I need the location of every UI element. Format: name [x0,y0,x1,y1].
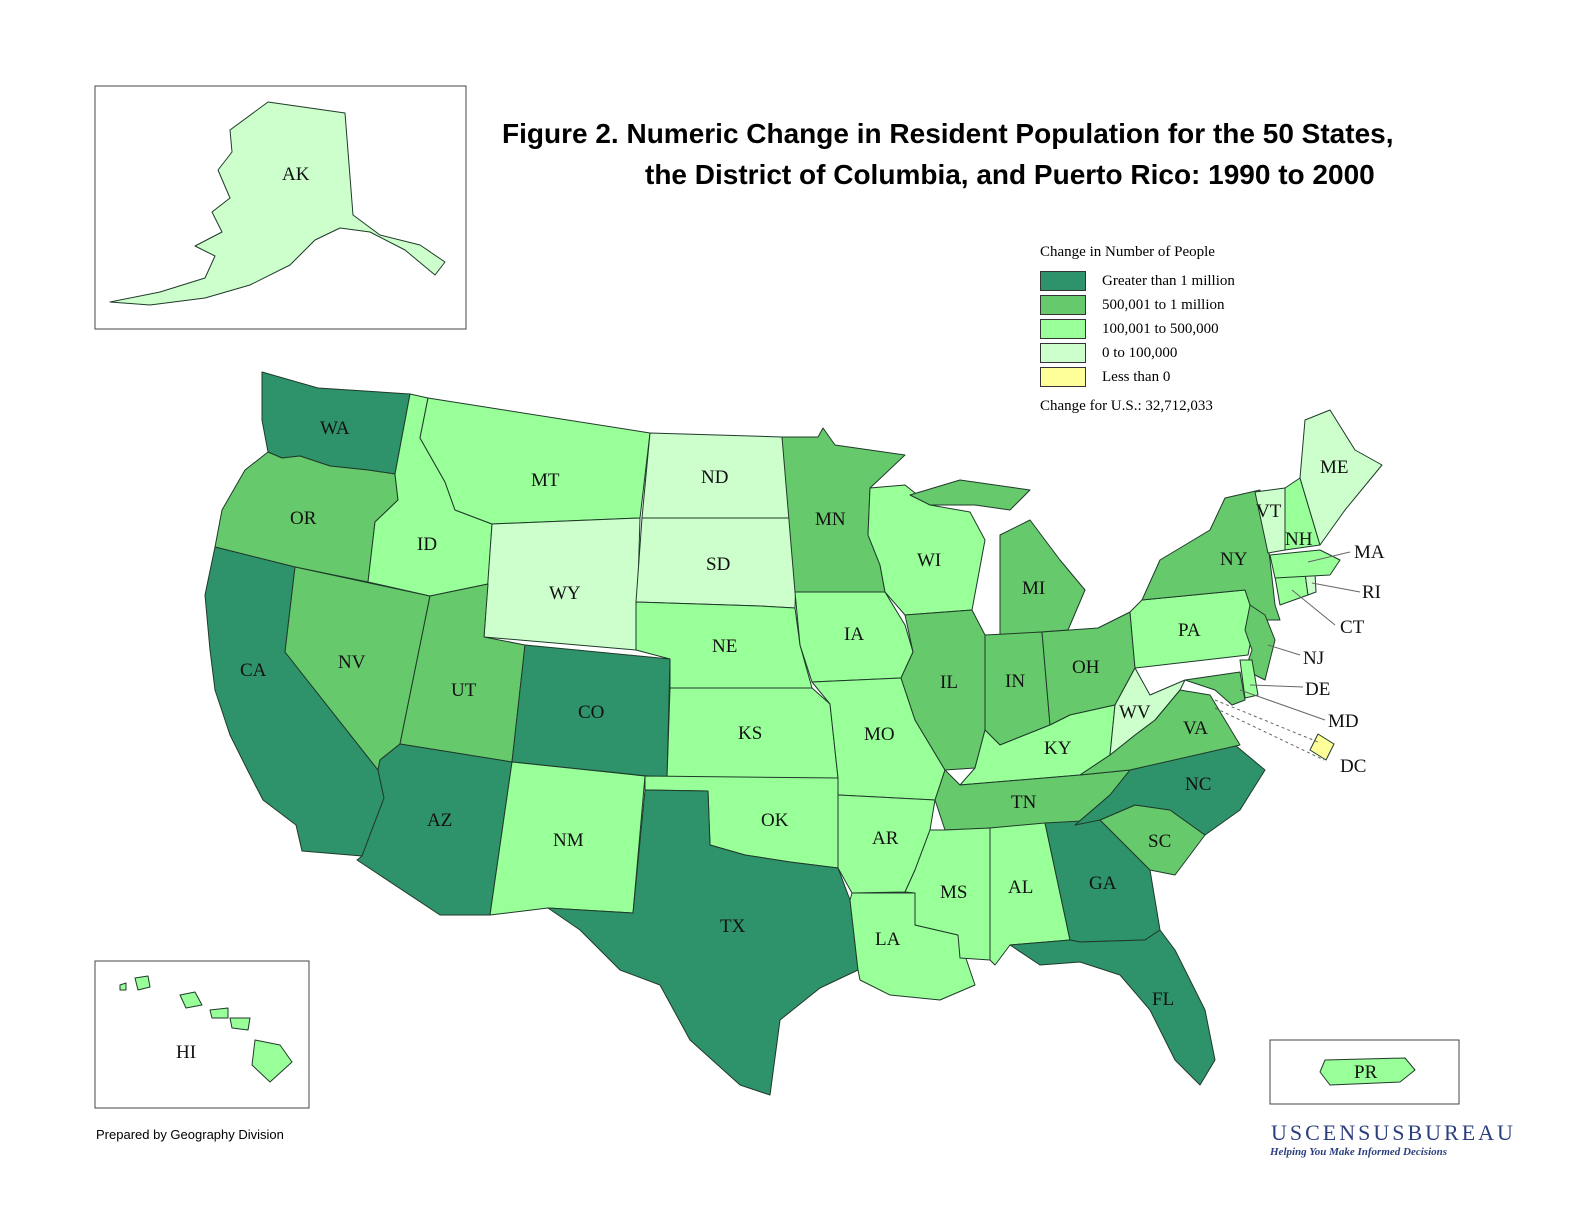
legend-label: Greater than 1 million [1102,272,1235,289]
state-MA[interactable] [1269,549,1341,579]
label-NH: NH [1285,529,1313,550]
state-HI[interactable] [119,975,293,1083]
legend-label: 500,001 to 1 million [1102,296,1225,313]
legend-title: Change in Number of People [1040,244,1215,260]
legend-item: 500,001 to 1 million [1040,294,1225,316]
label-MO: MO [864,724,895,745]
state-DC[interactable] [1309,733,1335,761]
leader-line-CT [1291,589,1336,626]
label-MT: MT [531,470,560,491]
prepared-by-note: Prepared by Geography Division [96,1127,284,1142]
label-MN: MN [815,509,846,530]
legend-swatch [1040,343,1086,363]
legend-swatch [1040,271,1086,291]
hawaii-inset-frame [94,960,310,1109]
state-TX[interactable] [547,789,859,1096]
label-RI: RI [1362,582,1381,603]
state-AK[interactable] [109,101,446,306]
state-PR[interactable] [1319,1057,1416,1086]
leader-line-MA [1307,551,1351,563]
label-VT: VT [1256,501,1282,522]
leader-line-DC [1214,699,1325,761]
label-LA: LA [875,929,901,950]
legend-label: 0 to 100,000 [1102,344,1178,361]
label-WY: WY [549,583,581,604]
legend-item: 0 to 100,000 [1040,342,1177,364]
label-GA: GA [1089,873,1117,894]
label-NE: NE [712,636,737,657]
state-DE[interactable] [1239,659,1259,699]
state-WV[interactable] [1109,667,1186,756]
label-MS: MS [940,882,967,903]
label-OR: OR [290,508,317,529]
label-WI: WI [917,550,941,571]
puerto-rico-inset-frame [1269,1039,1460,1105]
state-MT[interactable] [419,397,651,525]
state-MD[interactable] [1184,671,1246,706]
title-line-1: Figure 2. Numeric Change in Resident Pop… [502,118,1394,149]
leader-line-DE [1249,684,1304,688]
label-MA: MA [1354,542,1385,563]
label-WV: WV [1119,702,1151,723]
label-AR: AR [872,828,899,849]
state-NC[interactable] [1074,744,1266,836]
leader-line-NJ [1267,644,1301,656]
state-IL[interactable] [900,609,986,771]
label-NY: NY [1220,549,1248,570]
label-CT: CT [1340,617,1365,638]
label-MI: MI [1022,578,1045,599]
label-IA: IA [844,624,864,645]
alaska-inset-frame [94,85,467,330]
label-IN: IN [1005,671,1025,692]
legend-swatch [1040,319,1086,339]
label-IL: IL [940,672,958,693]
label-PR: PR [1354,1062,1378,1083]
label-TN: TN [1011,792,1037,813]
legend-item: Less than 0 [1040,366,1170,388]
legend-label: Less than 0 [1102,368,1171,385]
label-PA: PA [1178,620,1201,641]
state-FL[interactable] [1009,929,1216,1086]
label-AL: AL [1008,877,1033,898]
label-AK: AK [282,164,310,185]
label-DE: DE [1305,679,1330,700]
label-NM: NM [553,830,584,851]
label-ID: ID [417,534,437,555]
label-FL: FL [1152,989,1174,1010]
label-OH: OH [1072,657,1100,678]
legend-swatch [1040,367,1086,387]
label-NC: NC [1185,774,1211,795]
label-DC: DC [1340,756,1366,777]
label-SC: SC [1148,831,1171,852]
label-ME: ME [1320,457,1349,478]
label-NV: NV [338,652,366,673]
census-bureau-logo: USCENSUSBUREAU [1271,1120,1516,1145]
us-change-note: Change for U.S.: 32,712,033 [1040,398,1213,414]
label-WA: WA [320,418,350,439]
legend-item: Greater than 1 million [1040,270,1235,292]
census-bureau-tagline: Helping You Make Informed Decisions [1270,1146,1448,1158]
label-SD: SD [706,554,730,575]
legend-swatch [1040,295,1086,315]
label-MD: MD [1328,711,1359,732]
label-KS: KS [738,723,762,744]
label-ND: ND [701,467,728,488]
label-UT: UT [451,680,477,701]
label-NJ: NJ [1303,648,1324,669]
state-ME[interactable] [1299,409,1383,546]
label-KY: KY [1044,738,1072,759]
label-CA: CA [240,660,267,681]
label-CO: CO [578,702,604,723]
leader-line-MD [1239,689,1326,721]
label-HI: HI [176,1042,196,1063]
label-TX: TX [720,916,746,937]
label-VA: VA [1183,718,1208,739]
label-OK: OK [761,810,789,831]
title-line-2: the District of Columbia, and Puerto Ric… [645,159,1375,190]
legend-item: 100,001 to 500,000 [1040,318,1219,340]
leader-line-RI [1311,582,1361,593]
legend-label: 100,001 to 500,000 [1102,320,1219,337]
label-AZ: AZ [427,810,452,831]
